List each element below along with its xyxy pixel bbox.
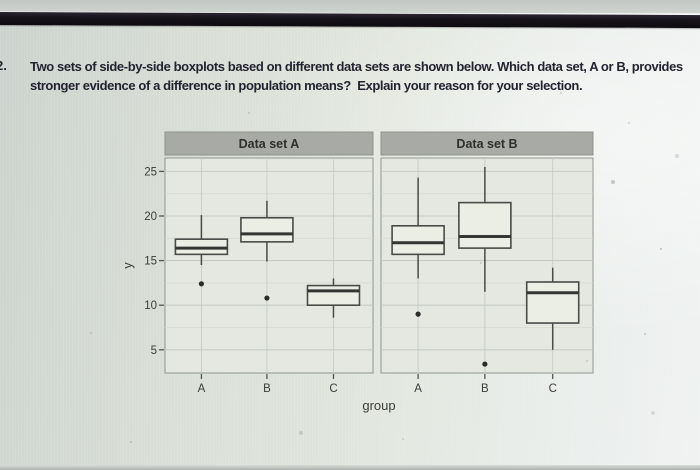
boxplot-group-b <box>240 200 294 301</box>
x-tick-label: B <box>481 383 489 395</box>
y-tick-label: 15 <box>144 256 157 268</box>
facet-strip <box>164 131 374 156</box>
iqr-box <box>306 284 361 306</box>
strip-title: Data set A <box>239 137 300 151</box>
boxplot-group-a <box>391 177 445 317</box>
question-block: 2. Two sets of side-by-side boxplots bas… <box>0 57 700 95</box>
boxplot-group-c <box>306 278 361 318</box>
question-line-1: Two sets of side-by-side boxplots based … <box>30 59 683 74</box>
x-tick-label: A <box>198 383 206 395</box>
iqr-box <box>391 225 445 256</box>
facet-panel-data-set-b: Data set B A B C <box>380 131 594 395</box>
outlier-dot <box>198 281 204 287</box>
y-tick-label: 10 <box>144 300 157 312</box>
question-number: 2. <box>0 58 7 73</box>
black-bar <box>0 12 700 29</box>
plot-area <box>380 157 594 374</box>
x-tick-label: A <box>414 383 422 395</box>
facet-panel-data-set-a: Data set A A B C <box>164 131 374 395</box>
plot-area <box>164 157 374 374</box>
y-tick-label: 5 <box>151 345 157 357</box>
y-tick-label: 25 <box>144 166 157 178</box>
y-axis-title: y <box>121 262 135 269</box>
x-tick-label: C <box>549 383 557 395</box>
y-tick-label: 20 <box>144 211 157 223</box>
boxplot-figure: Data set A A B C Data set B A B C 5 10 15 20 25 y grou… <box>118 130 618 426</box>
screen-bottom-edge <box>0 465 700 470</box>
x-axis-title: group <box>362 398 395 413</box>
facet-strip <box>380 131 594 156</box>
y-axis: 5 10 15 20 25 y <box>121 166 164 357</box>
iqr-box <box>240 216 294 243</box>
boxplot-group-c <box>525 267 580 350</box>
boxplot-svg: Data set A A B C Data set B A B C 5 10 15 20 25 y grou… <box>121 131 594 413</box>
iqr-box <box>525 281 580 324</box>
boxplot-group-b <box>458 166 512 367</box>
iqr-box <box>458 201 512 249</box>
strip-title: Data set B <box>456 137 517 151</box>
outlier-dot <box>415 311 421 317</box>
x-tick-label: C <box>329 383 337 395</box>
x-tick-label: B <box>263 383 271 395</box>
dust-speckles <box>0 0 2 2</box>
outlier-dot <box>264 295 270 301</box>
question-line-2: stronger evidence of a difference in pop… <box>30 78 583 93</box>
boxplot-group-a <box>174 215 229 287</box>
outlier-dot <box>482 361 488 367</box>
screen-top-edge <box>0 0 700 13</box>
